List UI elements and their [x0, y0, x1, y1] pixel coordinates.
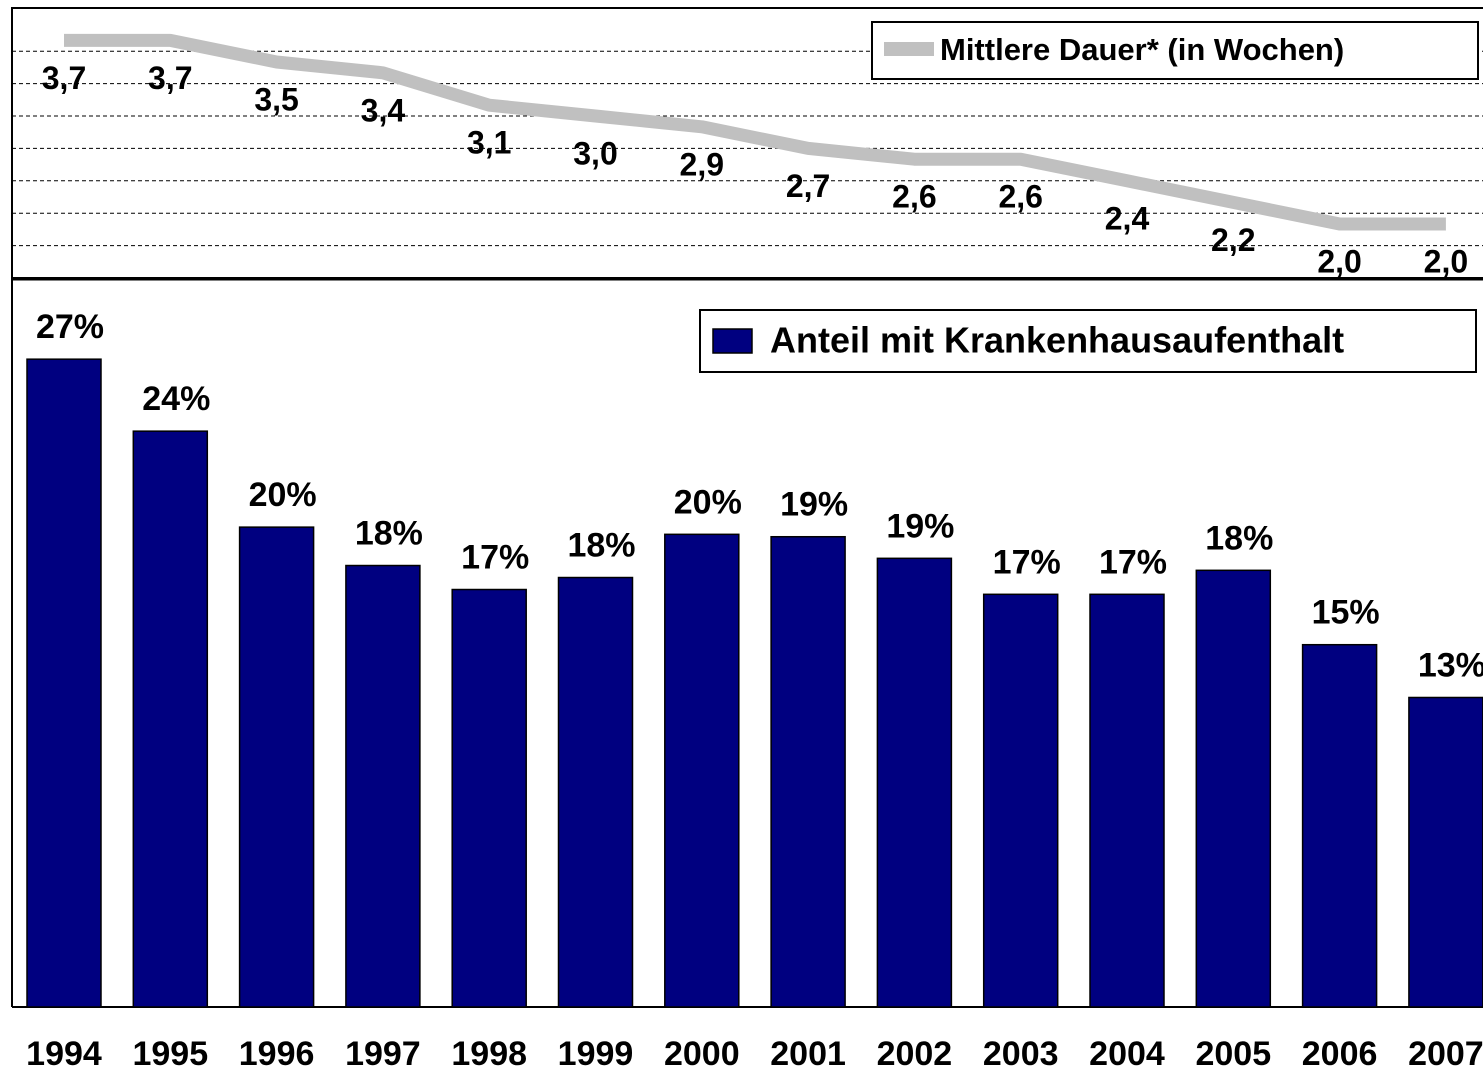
data-label: 24%: [142, 380, 210, 418]
data-label: 2,0: [1317, 243, 1361, 279]
legend-box: [871, 21, 1479, 80]
bar: [1301, 643, 1378, 1008]
bar: [238, 526, 315, 1008]
data-label: 3,0: [573, 135, 617, 171]
data-label: 27%: [36, 308, 104, 346]
data-label: 15%: [1312, 594, 1380, 632]
bar: [1408, 696, 1483, 1008]
data-label: 2,7: [786, 168, 830, 204]
x-tick-label: 2003: [983, 1035, 1059, 1072]
data-label: 3,7: [148, 60, 192, 96]
data-label: 2,4: [1105, 200, 1150, 236]
bar: [664, 533, 740, 1008]
legend-box: [699, 309, 1477, 373]
bar: [132, 430, 209, 1008]
data-label: 20%: [249, 476, 317, 514]
bar: [451, 588, 527, 1008]
legend-label: Mittlere Dauer* (in Wochen): [940, 32, 1344, 67]
data-label: 3,1: [467, 125, 511, 161]
bar: [1195, 569, 1272, 1008]
bar: [770, 535, 846, 1008]
x-tick-label: 2000: [664, 1035, 740, 1072]
data-label: 2,0: [1424, 243, 1468, 279]
x-tick-label: 2005: [1195, 1035, 1271, 1072]
data-label: 19%: [886, 507, 954, 545]
data-label: 18%: [355, 515, 423, 553]
bar: [982, 593, 1059, 1008]
x-tick-label: 2001: [770, 1035, 846, 1072]
bar: [26, 358, 102, 1008]
data-label: 13%: [1418, 646, 1483, 684]
data-label: 17%: [1099, 543, 1167, 581]
bar: [876, 557, 953, 1008]
data-label: 2,6: [998, 179, 1042, 215]
data-label: 17%: [993, 543, 1061, 581]
x-tick-label: 2007: [1408, 1035, 1483, 1072]
x-tick-label: 2004: [1089, 1035, 1165, 1072]
data-label: 3,4: [361, 92, 406, 128]
data-label: 20%: [674, 483, 742, 521]
legend-swatch: [712, 328, 753, 354]
data-label: 3,5: [254, 81, 298, 117]
data-label: 3,7: [42, 60, 86, 96]
data-label: 2,6: [892, 179, 936, 215]
data-label: 2,2: [1211, 222, 1255, 258]
line: [64, 33, 1446, 231]
bar: [345, 564, 421, 1008]
data-label: 19%: [780, 486, 848, 524]
data-label: 18%: [1205, 519, 1273, 557]
bar: [557, 576, 634, 1008]
legend-swatch: [884, 42, 934, 56]
x-tick-label: 2002: [877, 1035, 953, 1072]
x-tick-label: 1995: [132, 1035, 208, 1072]
x-tick-label: 1997: [345, 1035, 421, 1072]
x-tick-label: 1998: [451, 1035, 527, 1072]
data-label: 2,9: [680, 146, 724, 182]
x-tick-label: 1994: [26, 1035, 102, 1072]
x-tick-label: 1999: [558, 1035, 634, 1072]
x-tick-label: 1996: [239, 1035, 315, 1072]
x-tick-label: 2006: [1302, 1035, 1378, 1072]
legend-label: Anteil mit Krankenhausaufenthalt: [770, 320, 1344, 361]
data-label: 17%: [461, 538, 529, 576]
data-label: 18%: [567, 527, 635, 565]
bar: [1089, 593, 1165, 1008]
